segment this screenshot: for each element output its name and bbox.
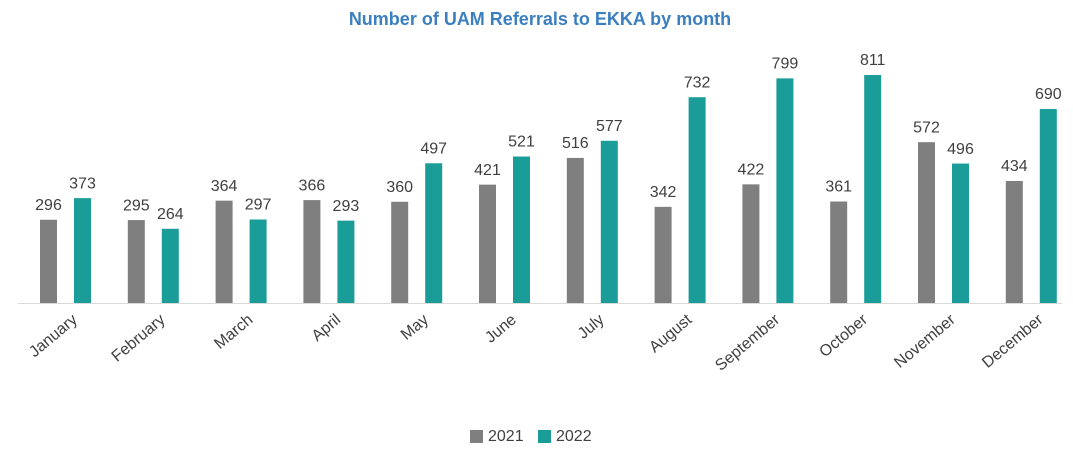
data-label: 297	[245, 197, 272, 214]
bar	[303, 200, 321, 303]
data-label: 360	[386, 179, 413, 196]
legend-swatch	[470, 430, 483, 443]
data-label: 577	[596, 118, 623, 135]
bar	[566, 157, 584, 303]
bar	[1039, 109, 1057, 303]
bar	[688, 97, 706, 303]
data-label: 732	[684, 74, 711, 91]
bar	[249, 219, 267, 303]
bar	[391, 201, 409, 303]
data-label: 264	[157, 206, 184, 223]
bar	[864, 75, 882, 303]
legend-label: 2021	[488, 428, 524, 445]
data-label: 366	[299, 177, 326, 194]
data-label: 496	[947, 141, 974, 158]
bar	[40, 219, 57, 303]
data-label: 690	[1035, 86, 1062, 103]
bar	[776, 78, 794, 303]
bar	[425, 163, 443, 303]
data-label: 295	[123, 197, 150, 214]
bar	[127, 220, 145, 303]
data-label: 422	[738, 162, 765, 179]
data-label: 293	[333, 198, 360, 215]
data-label: 296	[35, 197, 62, 214]
bar	[74, 198, 91, 303]
bar	[215, 200, 233, 303]
bar	[1005, 180, 1023, 303]
legend-swatch	[538, 430, 551, 443]
bar	[952, 163, 969, 303]
bar	[337, 220, 355, 303]
data-label: 497	[420, 140, 447, 157]
bar	[600, 140, 618, 303]
bar	[742, 184, 760, 303]
bar	[918, 142, 935, 303]
chart-title: Number of UAM Referrals to EKKA by month	[349, 9, 731, 29]
data-label: 364	[211, 178, 238, 195]
bar	[830, 201, 848, 303]
data-label: 434	[1001, 158, 1028, 175]
bar	[161, 228, 179, 303]
data-label: 421	[474, 162, 501, 179]
bar	[654, 206, 672, 303]
data-label: 373	[69, 175, 96, 192]
data-label: 516	[562, 135, 589, 152]
data-label: 799	[772, 56, 799, 73]
bar	[479, 184, 496, 303]
bar	[513, 156, 530, 303]
data-label: 811	[860, 52, 886, 69]
data-label: 342	[650, 184, 677, 201]
legend-label: 2022	[556, 428, 592, 445]
data-label: 521	[508, 134, 535, 151]
data-label: 572	[913, 119, 940, 136]
data-label: 361	[825, 179, 852, 196]
